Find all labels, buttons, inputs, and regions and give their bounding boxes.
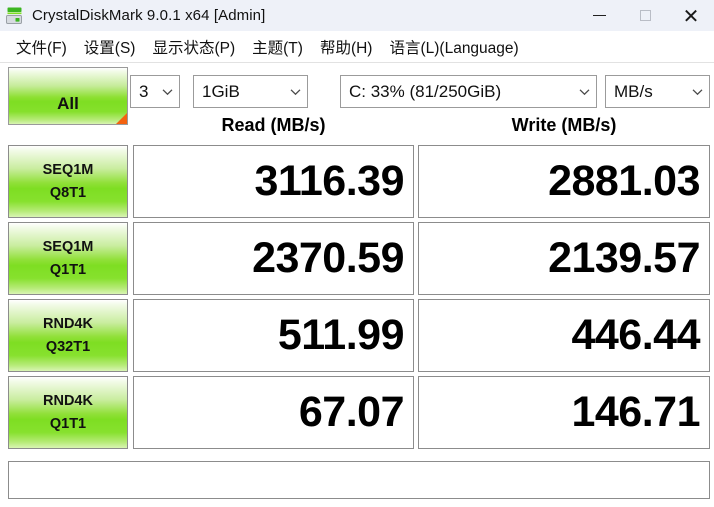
test-size-dropdown[interactable]: 1GiB bbox=[193, 75, 308, 108]
table-row: SEQ1M Q8T1 3116.39 2881.03 bbox=[0, 145, 714, 218]
read-bar-fill bbox=[134, 300, 296, 371]
toolbar: All 3 1GiB C: 33% (81/250GiB) MB/s bbox=[0, 63, 714, 125]
write-bar-fill bbox=[419, 377, 544, 448]
test-label-cell[interactable]: RND4K Q1T1 bbox=[8, 376, 128, 449]
table-row: SEQ1M Q1T1 2370.59 2139.57 bbox=[0, 222, 714, 295]
unit-value: MB/s bbox=[614, 81, 653, 101]
results-table: SEQ1M Q8T1 3116.39 2881.03 SEQ1M Q1T1 2370.59 2… bbox=[0, 145, 714, 449]
menu-item-theme[interactable]: 主题(T) bbox=[252, 39, 303, 57]
read-result-cell: 67.07 bbox=[133, 376, 414, 449]
queue-depth-label: Q8T1 bbox=[49, 184, 87, 201]
test-label-cell[interactable]: SEQ1M Q8T1 bbox=[8, 145, 128, 218]
menu-item-settings[interactable]: 设置(S) bbox=[83, 39, 136, 57]
read-value: 3116.39 bbox=[254, 157, 404, 205]
test-name-label: RND4K bbox=[43, 316, 93, 333]
write-value: 2881.03 bbox=[548, 157, 700, 205]
write-result-cell: 2139.57 bbox=[418, 222, 710, 295]
disk-drive-icon bbox=[5, 6, 25, 26]
target-drive-value: C: 33% (81/250GiB) bbox=[349, 81, 502, 101]
test-label-cell[interactable]: RND4K Q32T1 bbox=[8, 299, 128, 372]
menu-item-language[interactable]: 语言(L)(Language) bbox=[389, 39, 519, 57]
read-column-header: Read (MB/s) bbox=[221, 115, 326, 135]
write-result-cell: 146.71 bbox=[418, 376, 710, 449]
abort-corner-icon bbox=[116, 113, 127, 124]
queue-depth-label: Q1T1 bbox=[49, 261, 87, 278]
maximize-icon bbox=[639, 10, 651, 21]
write-result-cell: 2881.03 bbox=[418, 145, 710, 218]
write-result-cell: 446.44 bbox=[418, 299, 710, 372]
test-name-label: SEQ1M bbox=[42, 162, 94, 179]
read-value: 2370.59 bbox=[252, 234, 404, 282]
test-name-label: RND4K bbox=[43, 393, 93, 410]
read-value: 511.99 bbox=[277, 311, 405, 359]
menu-item-file[interactable]: 文件(F) bbox=[16, 39, 67, 57]
menu-item-profile[interactable]: 显示状态(P) bbox=[152, 39, 236, 57]
window-title: CrystalDiskMark 9.0.1 x64 [Admin] bbox=[32, 7, 266, 24]
window-controls: ✕ bbox=[576, 0, 714, 31]
write-value: 446.44 bbox=[571, 311, 700, 359]
close-icon: ✕ bbox=[682, 3, 700, 28]
read-result-cell: 2370.59 bbox=[133, 222, 414, 295]
test-count-dropdown[interactable]: 3 bbox=[130, 75, 180, 108]
test-size-value: 1GiB bbox=[202, 81, 240, 101]
read-result-cell: 511.99 bbox=[133, 299, 414, 372]
maximize-button[interactable] bbox=[622, 0, 668, 31]
write-column-header: Write (MB/s) bbox=[511, 115, 617, 135]
chevron-down-icon bbox=[685, 88, 709, 96]
test-count-value: 3 bbox=[139, 81, 149, 101]
queue-depth-label: Q32T1 bbox=[45, 338, 91, 355]
column-headers: Read (MB/s) Write (MB/s) bbox=[0, 115, 714, 145]
menu-item-help[interactable]: 帮助(H) bbox=[319, 39, 373, 57]
table-row: RND4K Q32T1 511.99 446.44 bbox=[0, 299, 714, 372]
chevron-down-icon bbox=[572, 88, 596, 96]
read-value: 67.07 bbox=[298, 388, 405, 436]
write-value: 2139.57 bbox=[548, 234, 700, 282]
minimize-button[interactable] bbox=[576, 0, 622, 31]
write-value: 146.71 bbox=[571, 388, 700, 436]
run-all-label: All bbox=[57, 94, 79, 113]
menu-bar: 文件(F) 设置(S) 显示状态(P) 主题(T) 帮助(H) 语言(L)(La… bbox=[0, 31, 714, 63]
chevron-down-icon bbox=[283, 88, 307, 96]
target-drive-dropdown[interactable]: C: 33% (81/250GiB) bbox=[340, 75, 597, 108]
unit-dropdown[interactable]: MB/s bbox=[605, 75, 710, 108]
test-label-cell[interactable]: SEQ1M Q1T1 bbox=[8, 222, 128, 295]
test-name-label: SEQ1M bbox=[42, 239, 94, 256]
table-row: RND4K Q1T1 67.07 146.71 bbox=[0, 376, 714, 449]
close-button[interactable]: ✕ bbox=[668, 0, 714, 31]
run-all-button[interactable]: All bbox=[8, 67, 128, 125]
read-bar-fill bbox=[134, 377, 234, 448]
minimize-icon bbox=[592, 15, 606, 16]
title-bar: CrystalDiskMark 9.0.1 x64 [Admin] ✕ bbox=[0, 0, 714, 31]
chevron-down-icon bbox=[155, 88, 179, 96]
comment-input[interactable] bbox=[8, 461, 710, 499]
queue-depth-label: Q1T1 bbox=[49, 415, 87, 432]
read-result-cell: 3116.39 bbox=[133, 145, 414, 218]
write-bar-fill bbox=[419, 300, 581, 371]
